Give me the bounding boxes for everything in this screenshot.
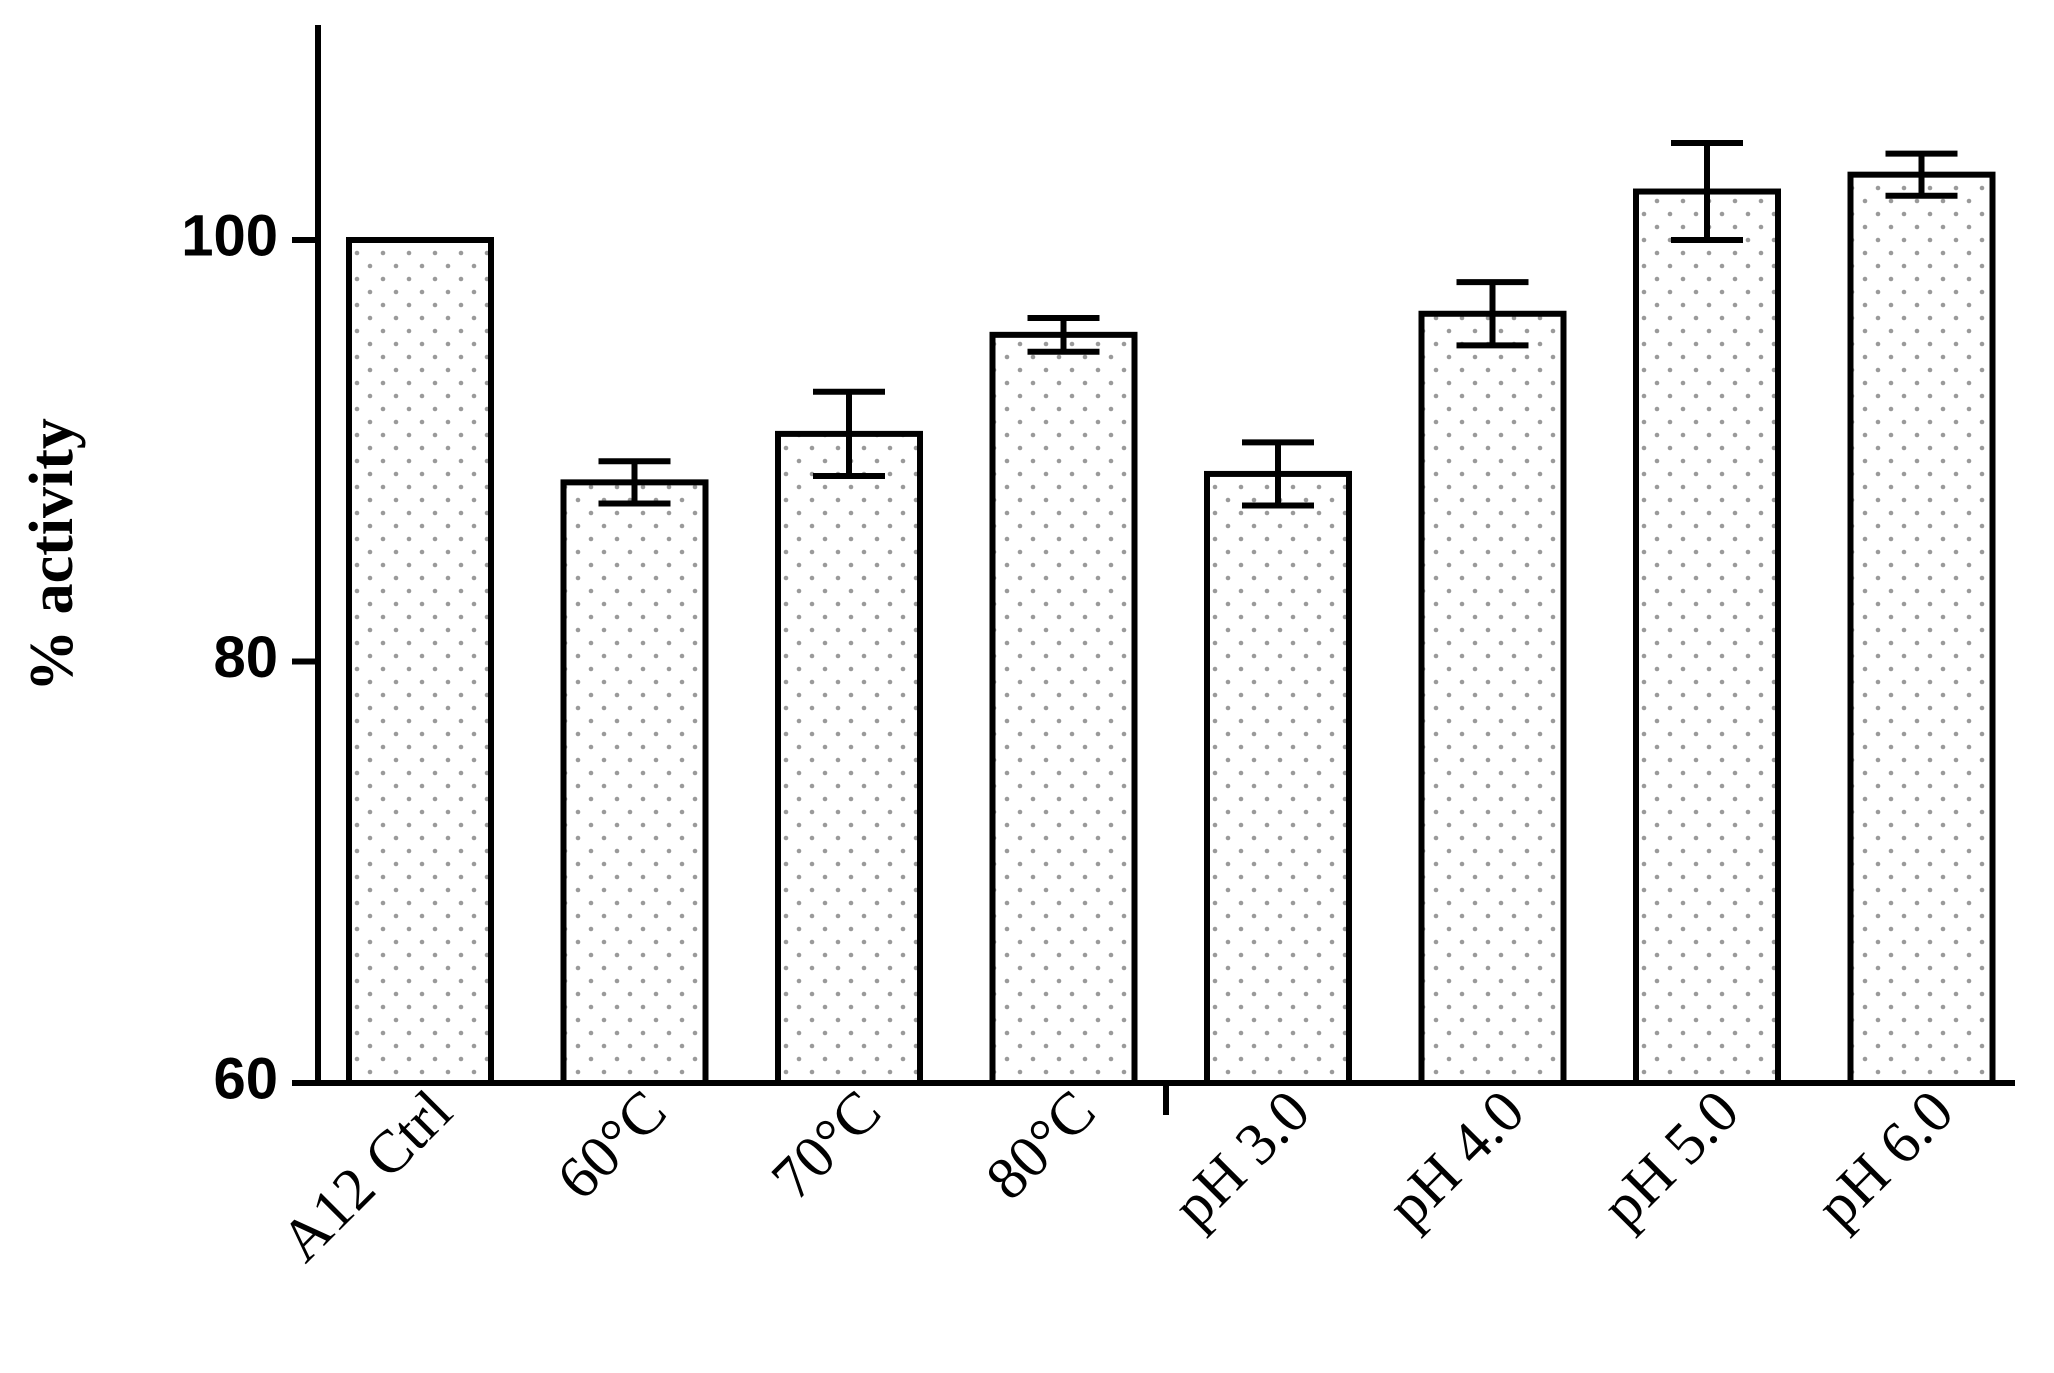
bar-4 [989, 331, 1138, 1086]
axes [292, 25, 2015, 1115]
x-tick-label-5: pH 3.0 [1160, 1078, 1322, 1240]
x-tick-label-7: pH 5.0 [1589, 1078, 1751, 1240]
y-tick-label-80: 80 [213, 625, 278, 690]
y-tick-label-60: 60 [213, 1046, 278, 1111]
bar-1 [346, 237, 494, 1086]
x-tick-label-1: A12 Ctrl [268, 1078, 464, 1274]
bars [346, 171, 1996, 1087]
bar-2 [560, 479, 709, 1086]
bar-3 [775, 430, 923, 1086]
x-tick-label-6: pH 4.0 [1375, 1078, 1537, 1240]
x-tick-label-4: 80°C [973, 1078, 1107, 1212]
bar-6 [1418, 310, 1567, 1086]
y-tick-label-100: 100 [181, 203, 278, 268]
x-tick-label-2: 60°C [544, 1078, 678, 1212]
bar-8 [1847, 171, 1996, 1087]
x-tick-label-3: 70°C [759, 1078, 893, 1212]
error-bars [598, 140, 1958, 509]
bar-7 [1633, 188, 1781, 1086]
bar-5 [1204, 470, 1352, 1086]
x-tick-label-8: pH 6.0 [1804, 1078, 1966, 1240]
y-axis-label: % activity [18, 418, 86, 692]
